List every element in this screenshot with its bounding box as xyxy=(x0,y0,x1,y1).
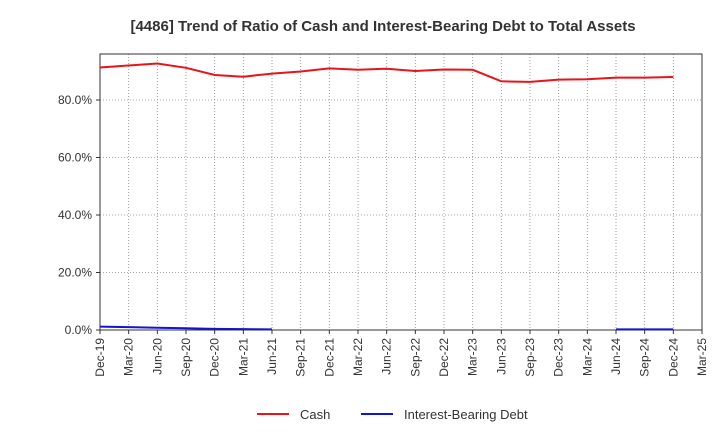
chart-title: [4486] Trend of Ratio of Cash and Intere… xyxy=(130,18,635,35)
x-tick-label: Mar-25 xyxy=(695,338,709,376)
y-tick-label: 60.0% xyxy=(58,151,92,165)
legend: Cash Interest-Bearing Debt xyxy=(257,407,528,422)
x-tick-label: Jun-23 xyxy=(494,338,508,375)
x-tick-label: Dec-24 xyxy=(666,338,680,377)
x-tick-label: Sep-22 xyxy=(408,338,422,377)
x-tick-label: Dec-21 xyxy=(322,338,336,377)
x-tick-label: Jun-21 xyxy=(265,338,279,375)
y-tick-label: 0.0% xyxy=(65,323,93,337)
x-tick-label: Mar-23 xyxy=(466,338,480,376)
series-line-cash xyxy=(99,62,674,83)
x-tick-label: Mar-20 xyxy=(122,338,136,376)
series-line-interest-bearing-debt xyxy=(99,325,273,331)
y-tick-label: 80.0% xyxy=(58,93,92,107)
x-tick-label: Sep-20 xyxy=(179,338,193,377)
grid xyxy=(100,54,702,330)
x-tick-label: Jun-20 xyxy=(150,338,164,375)
legend-label: Cash xyxy=(300,407,330,422)
plot-area-frame xyxy=(99,53,703,331)
y-tick-label: 40.0% xyxy=(58,208,92,222)
x-tick-label: Sep-24 xyxy=(638,338,652,377)
x-tick-label: Dec-19 xyxy=(93,338,107,377)
y-tick-label: 20.0% xyxy=(58,266,92,280)
x-tick-label: Sep-23 xyxy=(523,338,537,377)
x-tick-label: Jun-22 xyxy=(380,338,394,375)
x-tick-label: Mar-24 xyxy=(580,338,594,376)
x-tick-label: Dec-23 xyxy=(552,338,566,377)
legend-label: Interest-Bearing Debt xyxy=(404,407,528,422)
x-tick-label: Jun-24 xyxy=(609,338,623,375)
x-tick-label: Mar-21 xyxy=(236,338,250,376)
x-tick-label: Dec-22 xyxy=(437,338,451,377)
y-axis: 0.0% 20.0% 40.0% 60.0% 80.0% xyxy=(58,93,100,337)
series-lines xyxy=(99,62,674,331)
x-tick-label: Sep-21 xyxy=(294,338,308,377)
x-tick-label: Dec-20 xyxy=(208,338,222,377)
x-axis: Dec-19 Mar-20 Jun-20 Sep-20 Dec-20 Mar-21 Jun-… xyxy=(93,330,709,377)
x-tick-label: Mar-22 xyxy=(351,338,365,376)
